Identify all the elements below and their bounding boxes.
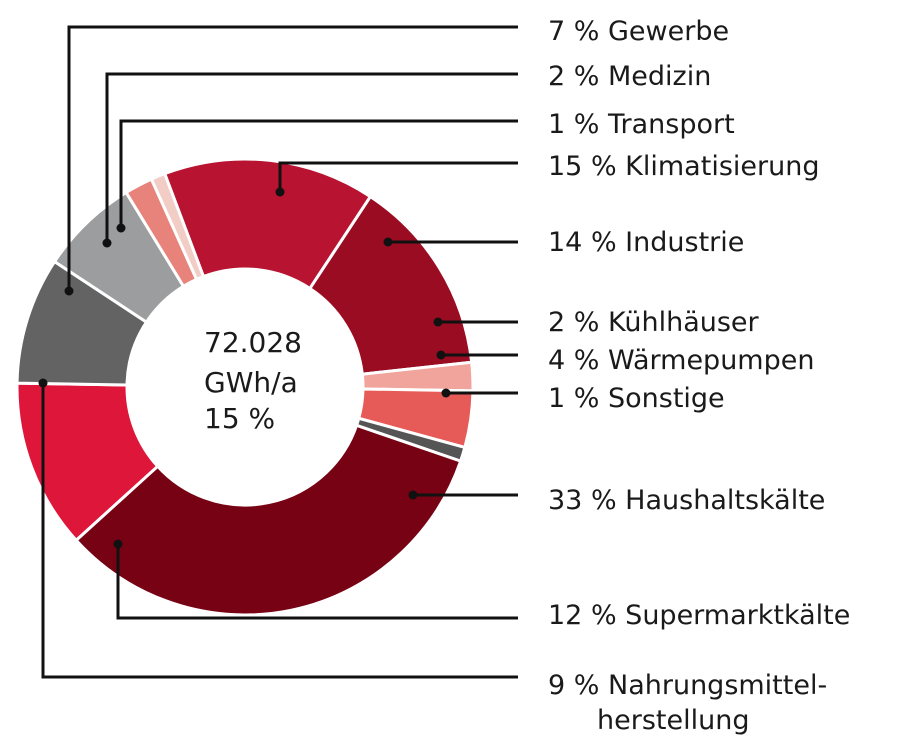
label-gewerbe: 7 % Gewerbe <box>548 16 729 47</box>
leader-dot-haushaltskaelte <box>408 490 418 500</box>
leader-dot-gewerbe <box>64 286 74 296</box>
slice-haushaltskaelte <box>74 423 463 617</box>
leader-dot-nahrungsmittelherstellung <box>38 378 48 388</box>
slice-transport <box>149 171 206 282</box>
label-kuehlhaeuser: 2 % Kühlhäuser <box>548 307 760 338</box>
leader-dot-klimatisierung <box>275 187 285 197</box>
leader-dot-industrie <box>383 237 393 247</box>
leader-dot-waermepumpen <box>436 350 446 360</box>
leader-dot-supermarktkaelte <box>113 539 123 549</box>
label-nahrungsmittelherstellung-line2: herstellung <box>597 705 749 736</box>
center-unit: GWh/a <box>204 366 298 399</box>
leader-nahrungsmittelherstellung <box>41 383 518 679</box>
leader-dot-sonstige <box>441 388 451 398</box>
label-medizin: 2 % Medizin <box>548 61 711 92</box>
leader-transport <box>119 119 518 228</box>
leader-supermarktkaelte <box>116 544 518 620</box>
label-transport: 1 % Transport <box>548 109 735 140</box>
label-sonstige: 1 % Sonstige <box>548 383 725 414</box>
leader-gewerbe <box>67 25 518 291</box>
leader-dot-medizin <box>102 238 112 248</box>
label-klimatisierung: 15 % Klimatisierung <box>548 151 819 182</box>
donut-slices <box>15 157 475 617</box>
slice-klimatisierung <box>162 157 373 291</box>
label-supermarktkaelte: 12 % Supermarktkälte <box>548 600 850 631</box>
leader-dot-transport <box>116 223 126 233</box>
leader-lines <box>38 25 518 679</box>
slice-labels: 15 % Klimatisierung 14 % Industrie 2 % Küh… <box>548 16 850 736</box>
center-label: 72.028 GWh/a 15 % <box>204 326 302 435</box>
label-industrie: 14 % Industrie <box>548 227 744 258</box>
leader-dot-kuehlhaeuser <box>433 317 443 327</box>
label-waermepumpen: 4 % Wärmepumpen <box>548 345 814 376</box>
leader-klimatisierung <box>278 161 518 192</box>
label-haushaltskaelte: 33 % Haushaltskälte <box>548 485 825 516</box>
center-total-value: 72.028 <box>204 326 302 359</box>
label-nahrungsmittelherstellung: 9 % Nahrungsmittel- <box>548 670 827 701</box>
center-share: 15 % <box>204 402 275 435</box>
leader-medizin <box>105 72 518 243</box>
